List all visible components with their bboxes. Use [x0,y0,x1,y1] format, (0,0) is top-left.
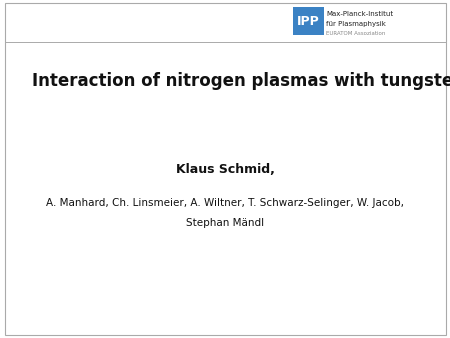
Text: EURATOM Assoziation: EURATOM Assoziation [326,31,386,35]
Text: A. Manhard, Ch. Linsmeier, A. Wiltner, T. Schwarz-Selinger, W. Jacob,: A. Manhard, Ch. Linsmeier, A. Wiltner, T… [46,198,404,208]
Text: Stephan Mändl: Stephan Mändl [186,218,264,228]
Text: Interaction of nitrogen plasmas with tungsten: Interaction of nitrogen plasmas with tun… [32,72,450,90]
Text: IPP: IPP [297,15,320,28]
Text: Max-Planck-Institut: Max-Planck-Institut [326,10,393,17]
Text: Klaus Schmid,: Klaus Schmid, [176,163,274,176]
Text: für Plasmaphysik: für Plasmaphysik [326,21,386,27]
Bar [292,7,324,35]
